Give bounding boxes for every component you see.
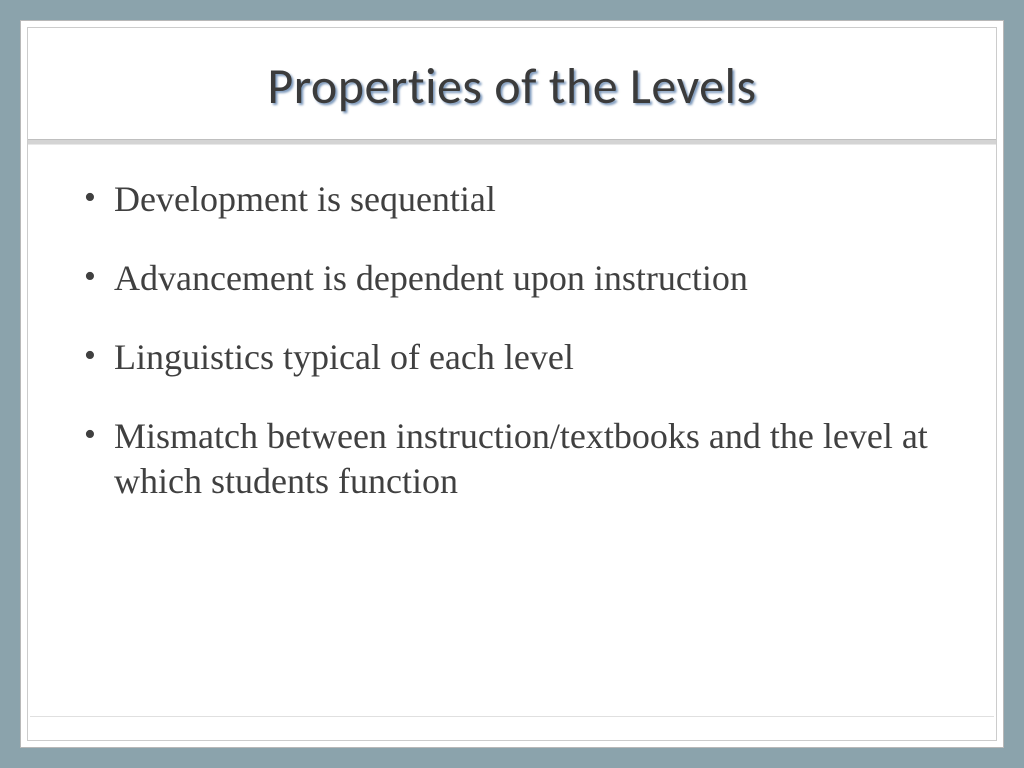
content-area: Development is sequential Advancement is… xyxy=(28,145,996,716)
slide-title: Properties of the Levels xyxy=(48,56,976,117)
list-item: Advancement is dependent upon instructio… xyxy=(78,256,946,301)
list-item: Linguistics typical of each level xyxy=(78,335,946,380)
list-item: Mismatch between instruction/textbooks a… xyxy=(78,414,946,504)
title-section: Properties of the Levels xyxy=(28,28,996,139)
bullet-list: Development is sequential Advancement is… xyxy=(78,177,946,504)
list-item: Development is sequential xyxy=(78,177,946,222)
footer-divider xyxy=(30,716,994,740)
slide-inner-frame: Properties of the Levels Development is … xyxy=(27,27,997,741)
slide-outer-frame: Properties of the Levels Development is … xyxy=(20,20,1004,748)
